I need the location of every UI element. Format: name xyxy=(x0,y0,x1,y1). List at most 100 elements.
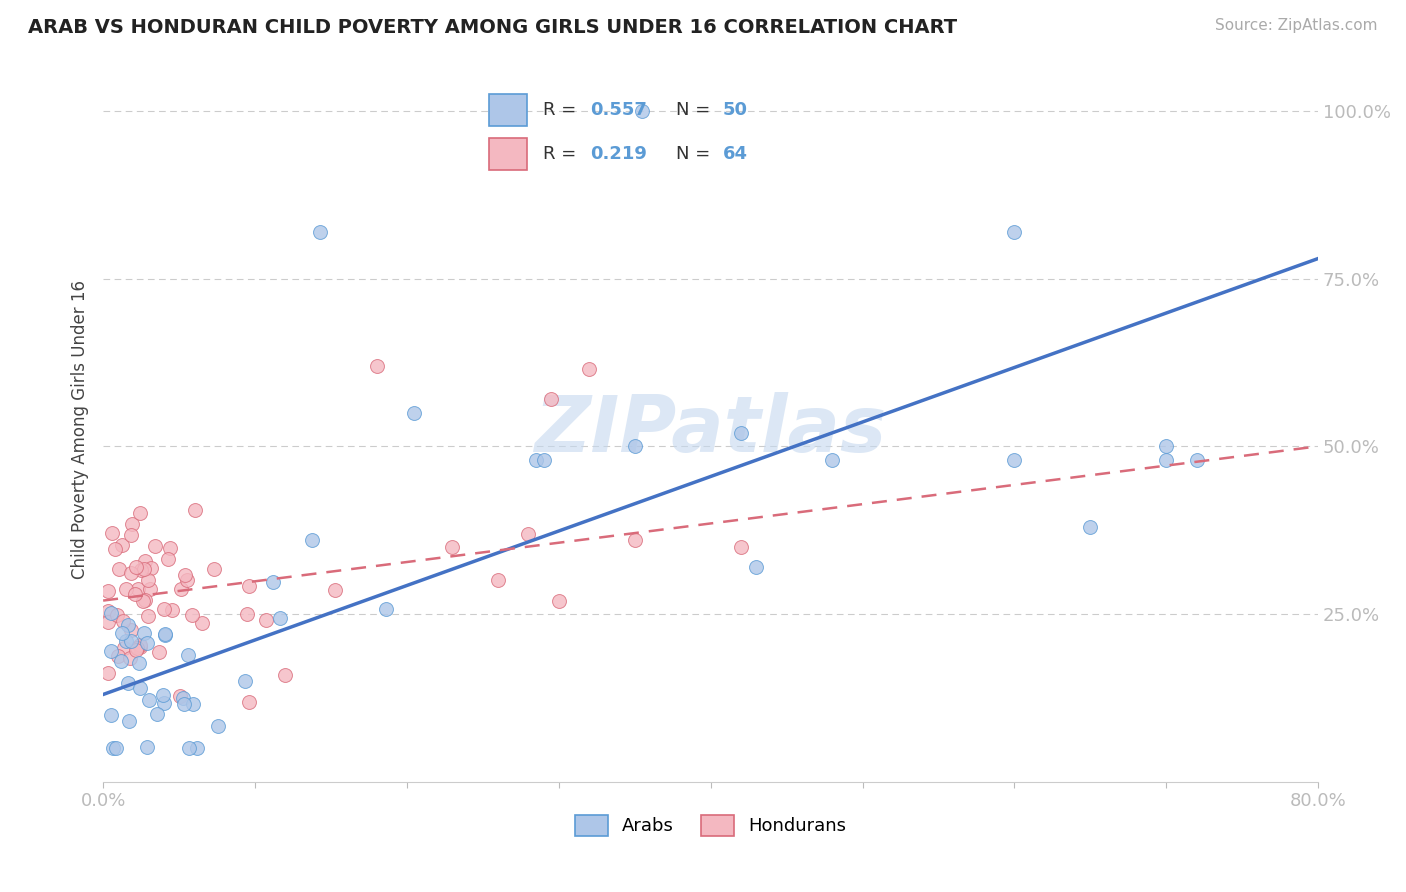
Point xyxy=(131,594,153,608)
Point xyxy=(125,559,148,574)
Point xyxy=(730,540,752,554)
Point xyxy=(202,561,225,575)
Point xyxy=(1154,439,1177,453)
Text: Source: ZipAtlas.com: Source: ZipAtlas.com xyxy=(1215,18,1378,33)
Point xyxy=(110,655,132,669)
Point xyxy=(117,617,139,632)
Point xyxy=(375,602,398,616)
Point xyxy=(153,602,176,616)
Point xyxy=(821,452,844,467)
Point xyxy=(184,503,207,517)
Point xyxy=(323,582,346,597)
Point xyxy=(118,714,141,729)
Point xyxy=(730,425,752,440)
Point xyxy=(115,633,138,648)
Point xyxy=(269,611,291,625)
Point xyxy=(148,645,170,659)
Point xyxy=(1002,225,1025,239)
Point xyxy=(547,593,569,607)
Point xyxy=(112,640,135,655)
Point xyxy=(128,506,150,520)
Point xyxy=(136,608,159,623)
Point xyxy=(238,579,260,593)
Point xyxy=(238,695,260,709)
Point xyxy=(191,615,214,630)
Text: ZIPatlas: ZIPatlas xyxy=(534,392,887,467)
Point xyxy=(169,690,191,704)
Point xyxy=(366,359,388,373)
Point xyxy=(120,623,142,637)
Point xyxy=(128,656,150,670)
Point xyxy=(524,452,547,467)
Point xyxy=(301,533,323,547)
Point xyxy=(129,638,152,652)
Point xyxy=(181,697,204,711)
Point xyxy=(100,643,122,657)
Point xyxy=(125,643,148,657)
Point xyxy=(441,540,464,554)
Point xyxy=(176,573,198,587)
Point xyxy=(120,566,142,580)
Point xyxy=(97,604,120,618)
Point xyxy=(121,517,143,532)
Point xyxy=(578,362,600,376)
Point xyxy=(157,551,180,566)
Point xyxy=(125,641,148,656)
Point xyxy=(1185,452,1208,467)
Point xyxy=(111,614,134,628)
Point xyxy=(486,574,509,588)
Point xyxy=(131,563,153,577)
Point xyxy=(108,562,131,576)
Point xyxy=(120,634,142,648)
Point xyxy=(104,541,127,556)
Point xyxy=(181,607,204,622)
Point xyxy=(1154,452,1177,467)
Point xyxy=(155,628,177,642)
Point xyxy=(160,603,183,617)
Point xyxy=(100,708,122,723)
Point xyxy=(254,613,277,627)
Legend: Arabs, Hondurans: Arabs, Hondurans xyxy=(568,808,853,843)
Point xyxy=(146,707,169,722)
Point xyxy=(134,561,156,575)
Point xyxy=(540,392,562,407)
Point xyxy=(132,626,155,640)
Point xyxy=(100,607,122,621)
Point xyxy=(236,607,259,621)
Point xyxy=(105,608,128,623)
Point xyxy=(186,741,208,756)
Point xyxy=(623,533,645,548)
Point xyxy=(127,582,149,597)
Point xyxy=(124,587,146,601)
Point xyxy=(152,688,174,702)
Point xyxy=(177,741,200,756)
Point xyxy=(233,673,256,688)
Point xyxy=(111,626,134,640)
Y-axis label: Child Poverty Among Girls Under 16: Child Poverty Among Girls Under 16 xyxy=(72,280,89,579)
Point xyxy=(143,540,166,554)
Point xyxy=(120,528,142,542)
Point xyxy=(207,719,229,733)
Point xyxy=(128,640,150,654)
Point xyxy=(159,541,181,555)
Point xyxy=(138,692,160,706)
Point xyxy=(141,561,163,575)
Point xyxy=(103,741,125,756)
Point xyxy=(97,665,120,680)
Point xyxy=(404,406,426,420)
Point xyxy=(136,740,159,755)
Point xyxy=(105,741,128,756)
Point xyxy=(118,651,141,665)
Point xyxy=(139,582,162,597)
Point xyxy=(517,526,540,541)
Point xyxy=(129,681,152,695)
Point xyxy=(745,560,768,574)
Point xyxy=(1002,452,1025,467)
Point xyxy=(170,582,193,596)
Point xyxy=(262,574,284,589)
Point xyxy=(172,691,194,706)
Point xyxy=(117,676,139,690)
Point xyxy=(174,568,197,582)
Point xyxy=(136,636,159,650)
Point xyxy=(533,452,555,467)
